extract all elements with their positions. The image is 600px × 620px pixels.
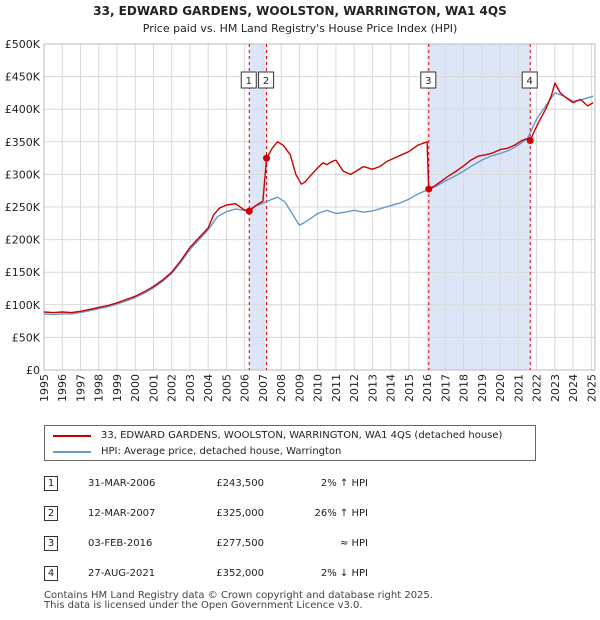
x-tick-label: 2021 bbox=[512, 374, 525, 402]
sale-label-box bbox=[420, 71, 437, 89]
sale-number: 1 bbox=[44, 476, 58, 491]
sale-label-box bbox=[521, 71, 538, 89]
sale-label: 2 bbox=[263, 76, 269, 87]
y-tick-label: £0 bbox=[26, 364, 40, 377]
x-tick-label: 2018 bbox=[458, 374, 471, 402]
chart-subtitle: Price paid vs. HM Land Registry's House … bbox=[143, 22, 458, 35]
y-tick-label: £300K bbox=[5, 168, 41, 181]
footer: Contains HM Land Registry data © Crown c… bbox=[44, 591, 433, 611]
sale-row: 1 31-MAR-2006 £243,500 2% ↑ HPI bbox=[44, 474, 424, 494]
x-tick-label: 2014 bbox=[385, 374, 398, 402]
sale-hpi-diff: 2% ↓ HPI bbox=[320, 568, 368, 579]
x-tick-label: 2000 bbox=[129, 374, 142, 402]
legend-label-property: 33, EDWARD GARDENS, WOOLSTON, WARRINGTON… bbox=[101, 430, 503, 441]
legend-swatch-property bbox=[53, 435, 91, 437]
x-tick-label: 2006 bbox=[239, 374, 252, 402]
sale-label: 4 bbox=[527, 76, 533, 87]
sale-date: 03-FEB-2016 bbox=[88, 538, 153, 549]
price-chart: 33, EDWARD GARDENS, WOOLSTON, WARRINGTON… bbox=[5, 4, 599, 402]
x-tick-label: 2024 bbox=[567, 374, 580, 402]
plot-border bbox=[43, 43, 596, 371]
x-tick-label: 1997 bbox=[74, 374, 87, 402]
x-tick-label: 2012 bbox=[348, 374, 361, 402]
x-tick-label: 2002 bbox=[166, 374, 179, 402]
sale-number: 2 bbox=[44, 506, 58, 521]
chart-title: 33, EDWARD GARDENS, WOOLSTON, WARRINGTON… bbox=[93, 4, 507, 18]
x-tick-label: 2008 bbox=[275, 374, 288, 402]
sale-label-box bbox=[258, 71, 275, 89]
y-tick-label: £400K bbox=[5, 103, 41, 116]
x-tick-label: 2001 bbox=[147, 374, 160, 402]
x-tick-label: 2016 bbox=[421, 374, 434, 402]
sale-date: 12-MAR-2007 bbox=[88, 508, 156, 519]
x-tick-label: 2009 bbox=[293, 374, 306, 402]
x-tick-label: 2023 bbox=[549, 374, 562, 402]
series-line-property bbox=[43, 82, 594, 314]
y-tick-label: £200K bbox=[5, 234, 41, 247]
x-tick-label: 2017 bbox=[439, 374, 452, 402]
sale-hpi-diff: 2% ↑ HPI bbox=[320, 478, 368, 489]
y-tick-label: £250K bbox=[5, 201, 41, 214]
sale-number: 4 bbox=[44, 566, 58, 581]
legend-label-hpi: HPI: Average price, detached house, Warr… bbox=[101, 446, 342, 457]
sale-label-box bbox=[240, 71, 257, 89]
x-tick-label: 1996 bbox=[56, 374, 69, 402]
y-tick-label: £500K bbox=[5, 38, 41, 51]
sale-hpi-diff: 26% ↑ HPI bbox=[314, 508, 368, 519]
footer-licence: This data is licensed under the Open Gov… bbox=[44, 600, 363, 611]
sale-price: £277,500 bbox=[216, 538, 264, 549]
x-tick-label: 2025 bbox=[585, 374, 598, 402]
sale-row: 3 03-FEB-2016 £277,500 ≈ HPI bbox=[44, 534, 424, 554]
sale-row: 4 27-AUG-2021 £352,000 2% ↓ HPI bbox=[44, 564, 424, 584]
sale-point bbox=[526, 136, 534, 144]
y-tick-label: £50K bbox=[12, 331, 41, 344]
sale-price: £325,000 bbox=[216, 508, 264, 519]
sale-date: 27-AUG-2021 bbox=[88, 568, 156, 579]
sale-row: 2 12-MAR-2007 £325,000 26% ↑ HPI bbox=[44, 504, 424, 524]
y-tick-label: £450K bbox=[5, 71, 41, 84]
x-tick-label: 2022 bbox=[531, 374, 544, 402]
sale-point bbox=[263, 154, 271, 162]
sale-label: 3 bbox=[425, 76, 431, 87]
footer-copyright: Contains HM Land Registry data © Crown c… bbox=[44, 590, 433, 601]
x-tick-label: 1999 bbox=[111, 374, 124, 402]
x-tick-label: 2007 bbox=[257, 374, 270, 402]
x-tick-label: 2003 bbox=[184, 374, 197, 402]
series-line-hpi bbox=[43, 92, 594, 316]
y-tick-label: £350K bbox=[5, 136, 41, 149]
x-tick-label: 2020 bbox=[494, 374, 507, 402]
x-tick-label: 2005 bbox=[220, 374, 233, 402]
sale-hpi-diff: ≈ HPI bbox=[339, 538, 368, 549]
x-tick-label: 2019 bbox=[476, 374, 489, 402]
legend: 33, EDWARD GARDENS, WOOLSTON, WARRINGTON… bbox=[44, 425, 536, 461]
sale-price: £243,500 bbox=[216, 478, 264, 489]
legend-swatch-hpi bbox=[53, 451, 91, 453]
y-tick-label: £100K bbox=[5, 299, 41, 312]
x-tick-label: 2004 bbox=[202, 374, 215, 402]
sale-point bbox=[425, 185, 433, 193]
x-tick-label: 2015 bbox=[403, 374, 416, 402]
x-tick-label: 2010 bbox=[312, 374, 325, 402]
plot-area: 1 2 3 4 £0 £50K £100K £150K £200K £250K £300K £350K… bbox=[5, 38, 599, 402]
sale-number: 3 bbox=[44, 536, 58, 551]
sale-price: £352,000 bbox=[216, 568, 264, 579]
y-tick-label: £150K bbox=[5, 266, 41, 279]
sale-label: 1 bbox=[246, 76, 252, 87]
sale-date: 31-MAR-2006 bbox=[88, 478, 156, 489]
sale-point bbox=[245, 207, 253, 215]
x-tick-label: 2013 bbox=[366, 374, 379, 402]
x-tick-label: 2011 bbox=[330, 374, 343, 402]
x-tick-label: 1995 bbox=[38, 374, 51, 402]
x-tick-label: 1998 bbox=[93, 374, 106, 402]
